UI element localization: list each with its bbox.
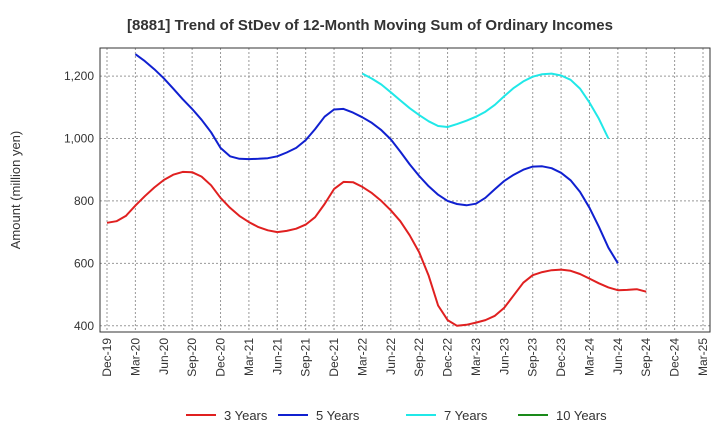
x-tick-label: Sep-22 <box>412 338 426 377</box>
y-ticks: 400 600 800 1,000 1,200 <box>64 69 94 333</box>
x-tick-label: Jun-23 <box>497 338 511 375</box>
legend: 3 Years 5 Years 7 Years 10 Years <box>186 408 607 423</box>
x-tick-label: Jun-21 <box>270 338 284 375</box>
legend-label-4: 10 Years <box>556 408 607 423</box>
x-tick-label: Sep-21 <box>299 338 313 377</box>
x-tick-label: Sep-23 <box>526 338 540 377</box>
series-line-3 <box>361 72 610 139</box>
plot-frame <box>99 47 711 333</box>
x-tick-label: Jun-22 <box>384 338 398 375</box>
x-tick-label: Jun-20 <box>157 338 171 375</box>
x-tick-label: Dec-19 <box>100 338 114 377</box>
x-tick-label: Mar-21 <box>242 338 256 376</box>
y-tick-label: 800 <box>74 194 94 208</box>
series-line-2 <box>134 53 619 264</box>
legend-label-2: 5 Years <box>316 408 360 423</box>
legend-label-1: 3 Years <box>224 408 268 423</box>
legend-label-3: 7 Years <box>444 408 488 423</box>
x-tick-label: Mar-23 <box>469 338 483 376</box>
x-tick-label: Jun-24 <box>611 338 625 375</box>
grid <box>100 48 710 332</box>
series-line-1 <box>106 170 647 327</box>
y-tick-label: 400 <box>74 319 94 333</box>
y-tick-label: 600 <box>74 256 94 270</box>
x-tick-label: Mar-22 <box>355 338 369 376</box>
x-tick-label: Dec-24 <box>668 338 682 377</box>
x-tick-label: Mar-20 <box>128 338 142 376</box>
y-tick-label: 1,200 <box>64 69 94 83</box>
y-axis-label: Amount (million yen) <box>8 131 23 250</box>
x-tick-label: Mar-25 <box>696 338 710 376</box>
x-tick-label: Sep-24 <box>639 338 653 377</box>
x-tick-label: Dec-23 <box>554 338 568 377</box>
y-tick-label: 1,000 <box>64 132 94 146</box>
series-lines <box>106 53 647 327</box>
x-tick-label: Sep-20 <box>185 338 199 377</box>
x-ticks: Dec-19 Mar-20 Jun-20 Sep-20 Dec-20 Mar-21 Jun-… <box>100 338 710 377</box>
x-tick-label: Mar-24 <box>582 338 596 376</box>
x-tick-label: Dec-20 <box>214 338 228 377</box>
chart-title: [8881] Trend of StDev of 12-Month Moving… <box>127 17 613 34</box>
x-tick-label: Dec-21 <box>327 338 341 377</box>
x-tick-label: Dec-22 <box>441 338 455 377</box>
